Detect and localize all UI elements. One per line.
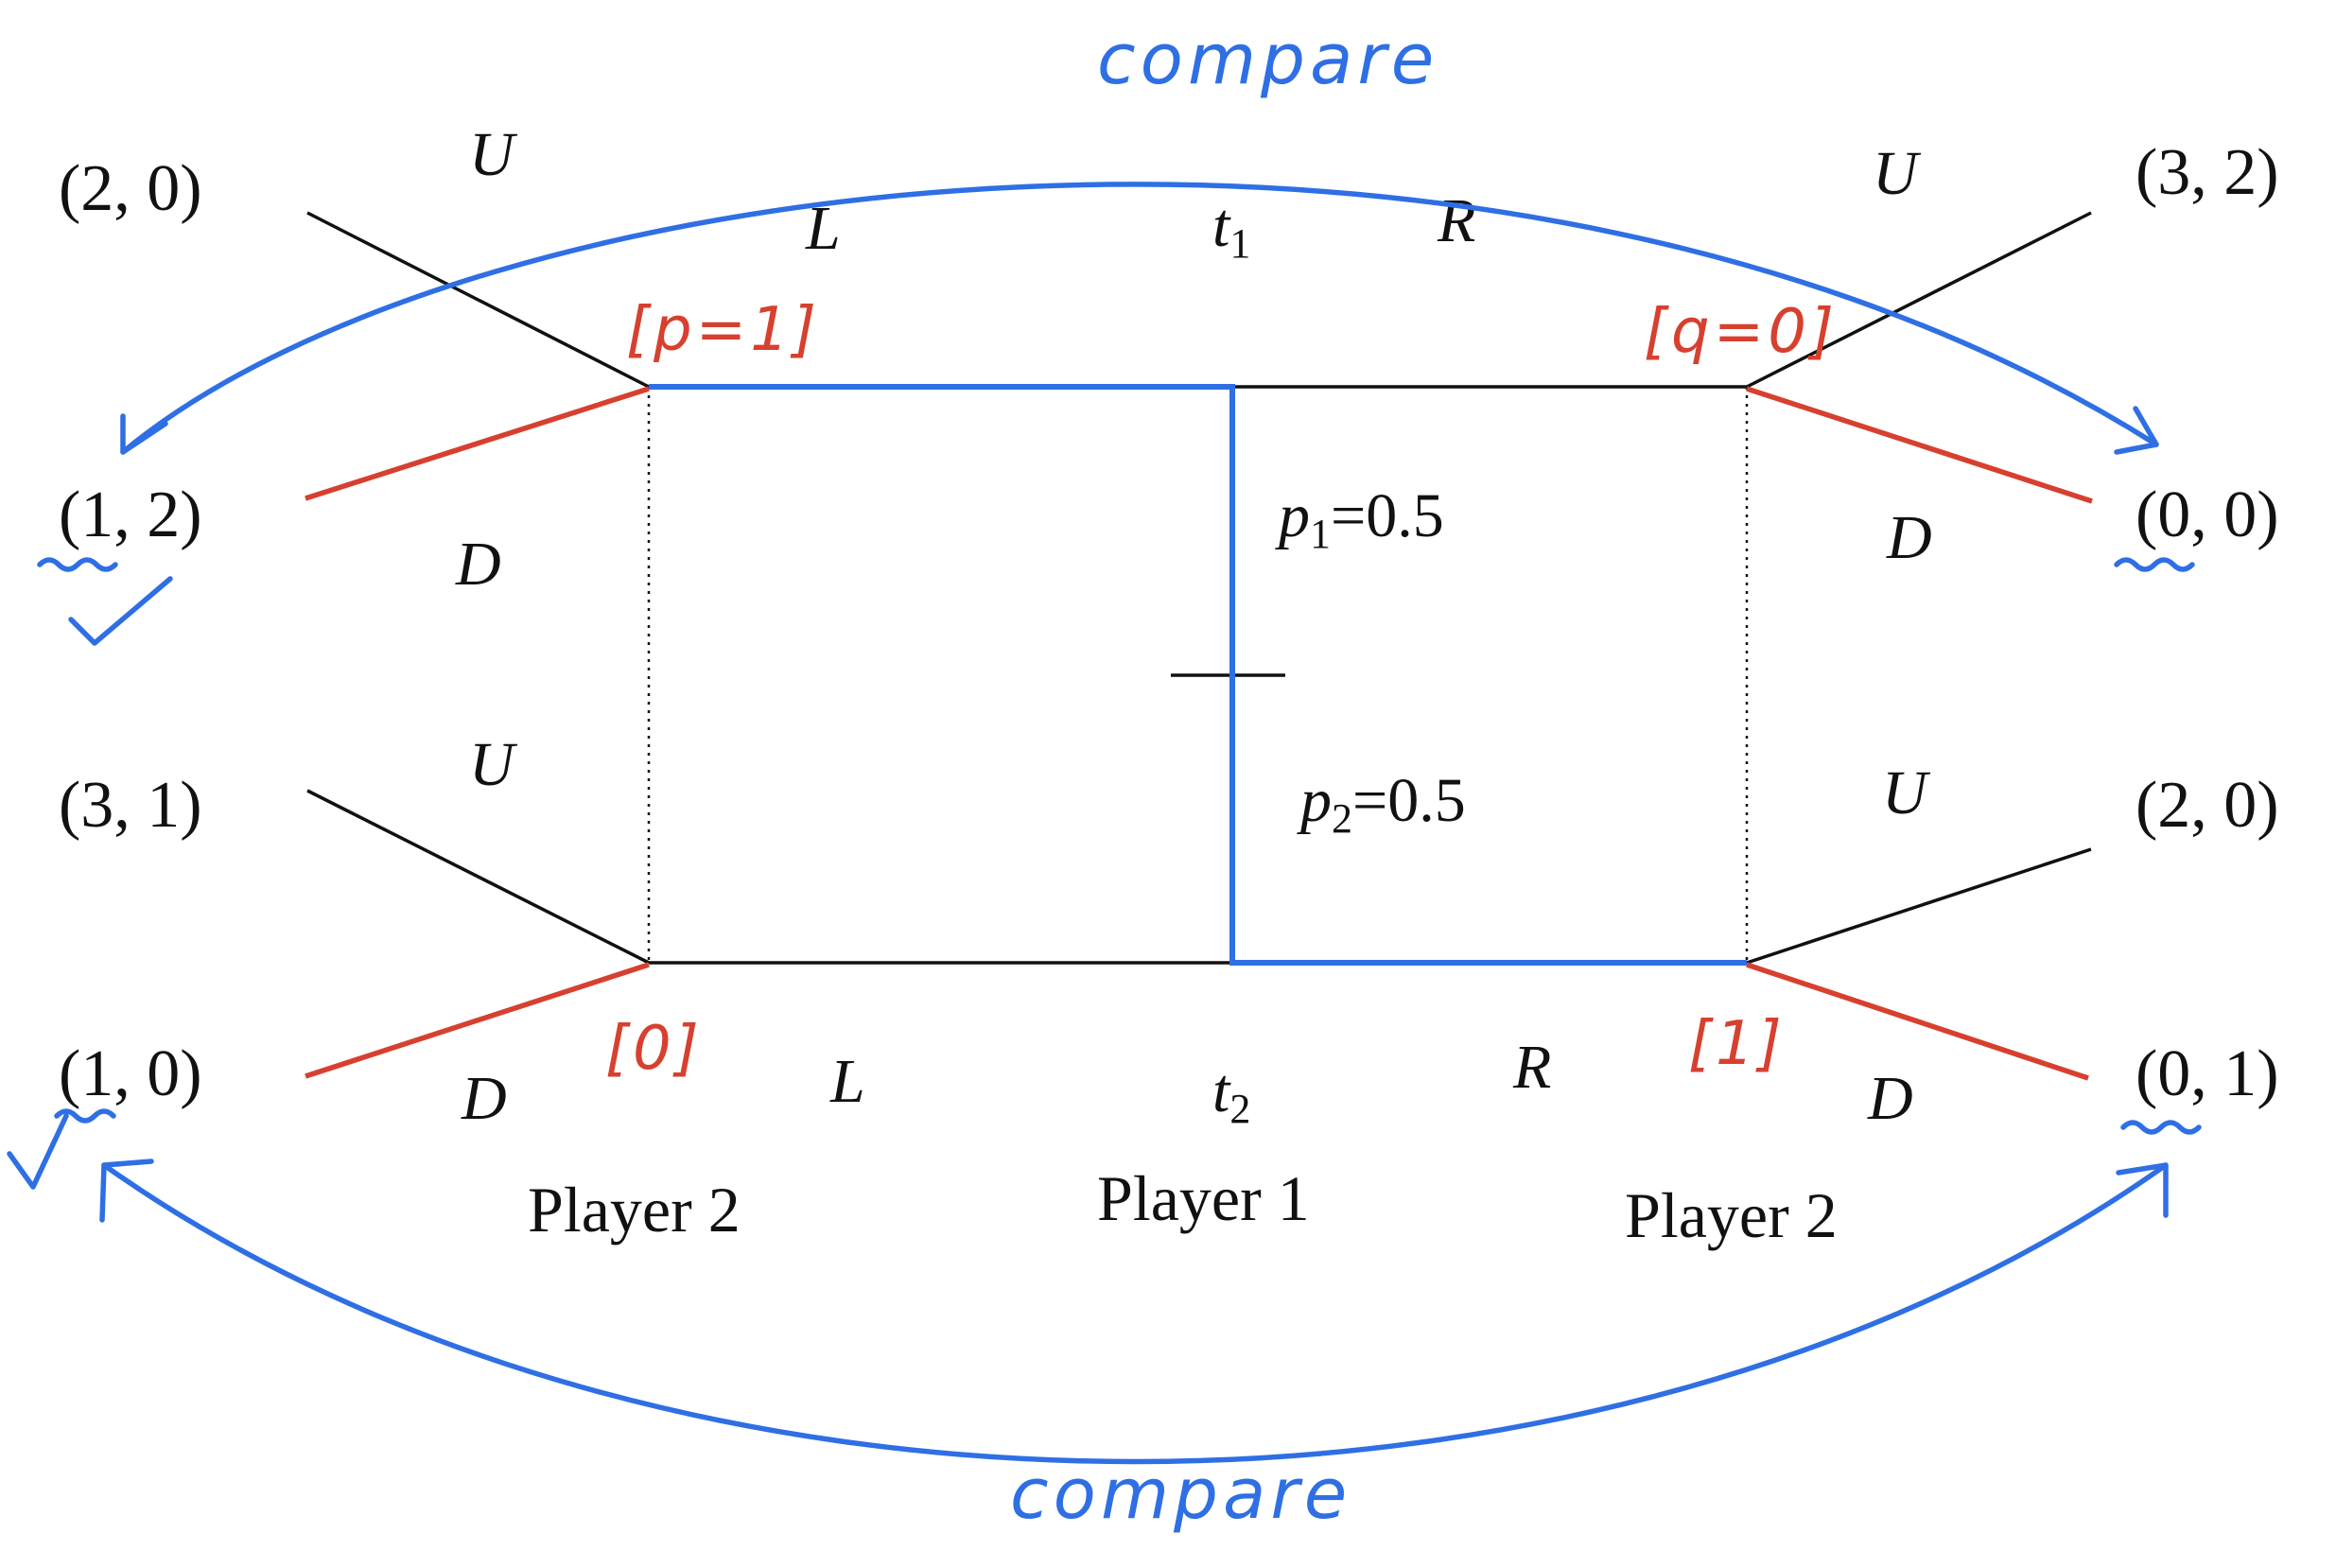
check-mark-small-icon: [9, 1116, 66, 1187]
br-bottom-right-down: [1747, 965, 2088, 1078]
br-bottom-left-down: [305, 965, 649, 1076]
compare-arc-top: [123, 184, 2156, 452]
payoff-bottom-right-down: (0, 1): [2136, 1037, 2279, 1110]
belief-left-top: [p=1]: [626, 295, 820, 365]
action-bottom-left-D: D: [461, 1064, 507, 1133]
underline-squiggle-top-left: [40, 560, 115, 569]
action-bottom-right-D: D: [1867, 1064, 1913, 1133]
prob-p2: p2=0.5: [1297, 766, 1466, 842]
br-top-left-down: [305, 389, 649, 498]
payoff-top-right-down: (0, 0): [2136, 479, 2279, 551]
player-left: Player 2: [528, 1174, 741, 1246]
action-top-right-D: D: [1886, 503, 1932, 572]
compare-label-top: compare: [1097, 19, 1438, 100]
comparison-arcs: [9, 184, 2199, 1462]
br-top-right-down: [1747, 389, 2092, 501]
payoff-bottom-right-up: (2, 0): [2136, 769, 2279, 842]
action-bottom-right-U: U: [1882, 758, 1931, 828]
underline-squiggle-bottom-right: [2123, 1123, 2199, 1132]
probabilities: p1=0.5 p2=0.5: [1275, 481, 1466, 842]
action-top-left-U: U: [469, 120, 518, 189]
prob-p1: p1=0.5: [1275, 481, 1444, 557]
check-mark-icon: [71, 579, 170, 643]
belief-right-top: [q=0]: [1644, 297, 1838, 367]
action-top-right-U: U: [1873, 139, 1922, 208]
action-top-R: R: [1437, 186, 1475, 255]
branch-bottom-right-up: [1747, 849, 2091, 963]
branch-top-left-up: [307, 213, 649, 387]
belief-left-bottom: [0]: [605, 1014, 703, 1084]
payoff-top-left-up: (2, 0): [59, 152, 202, 225]
payoff-top-left-down: (1, 2): [59, 479, 202, 551]
player-center: Player 1: [1097, 1162, 1310, 1234]
best-response-lines: [305, 389, 2092, 1078]
payoff-bottom-left-down: (1, 0): [59, 1037, 202, 1110]
compare-label-bottom: compare: [1010, 1454, 1351, 1535]
payoff-bottom-left-up: (3, 1): [59, 769, 202, 842]
players: Player 2 Player 1 Player 2: [528, 1162, 1838, 1251]
branch-bottom-left-up: [307, 791, 649, 963]
type-t1: t1: [1212, 191, 1250, 267]
type-t2: t2: [1212, 1056, 1250, 1132]
action-bottom-left-U: U: [469, 730, 518, 799]
belief-right-bottom: [1]: [1688, 1009, 1786, 1079]
action-top-left-D: D: [455, 530, 501, 599]
action-bottom-R: R: [1512, 1033, 1551, 1102]
underline-squiggle-top-right: [2117, 560, 2192, 569]
payoff-top-right-up: (3, 2): [2136, 136, 2279, 209]
player-right: Player 2: [1625, 1179, 1838, 1251]
actions: U D U D U D U D L R L R: [455, 120, 1932, 1133]
action-bottom-L: L: [829, 1047, 865, 1116]
